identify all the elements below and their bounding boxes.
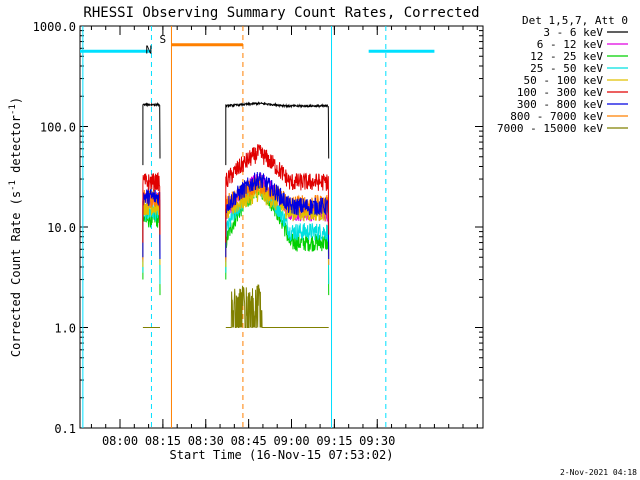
y-axis-label-superscript: -1 xyxy=(8,180,18,191)
legend-entry-label: 3 - 6 keV xyxy=(543,26,603,39)
x-tick-label: 09:30 xyxy=(359,434,395,448)
saa-flag-label: S xyxy=(159,33,166,46)
chart-title: RHESSI Observing Summary Count Rates, Co… xyxy=(83,5,479,21)
series-line xyxy=(142,197,161,267)
legend-entry-label: 12 - 25 keV xyxy=(530,50,603,63)
legend-entry-label: 50 - 100 keV xyxy=(524,74,604,87)
x-tick-label: 09:15 xyxy=(316,434,352,448)
series-trace xyxy=(142,186,330,267)
series-line xyxy=(225,171,330,260)
series-line xyxy=(225,101,330,166)
y-axis-label: Corrected Count Rate (s-1 detector-1) xyxy=(8,97,23,357)
y-axis-label-part: Corrected Count Rate (s xyxy=(9,191,23,357)
series-line xyxy=(142,172,161,243)
series-trace xyxy=(142,171,330,260)
x-tick-label: 08:45 xyxy=(231,434,267,448)
legend-entry-label: 800 - 7000 keV xyxy=(510,110,603,123)
x-axis-label: Start Time (16-Nov-15 07:53:02) xyxy=(170,448,394,462)
y-axis-label-part: detector xyxy=(9,115,23,180)
y-tick-label: 0.1 xyxy=(54,422,76,436)
series-trace xyxy=(142,284,329,328)
x-tick-label: 08:30 xyxy=(188,434,224,448)
y-tick-label: 10.0 xyxy=(47,221,76,235)
y-axis-label-part: ) xyxy=(9,97,23,104)
footer-timestamp: 2-Nov-2021 04:18 xyxy=(560,468,637,477)
series-trace xyxy=(142,101,330,166)
legend-entry-label: 300 - 800 keV xyxy=(517,98,603,111)
y-tick-label: 1.0 xyxy=(54,322,76,336)
series-line xyxy=(225,284,329,328)
x-tick-label: 08:00 xyxy=(102,434,138,448)
legend-entry-label: 25 - 50 keV xyxy=(530,62,603,75)
legend-entry-label: 100 - 300 keV xyxy=(517,86,603,99)
series-trace xyxy=(142,144,330,243)
legend-entry-label: 6 - 12 keV xyxy=(537,38,604,51)
x-tick-label: 08:15 xyxy=(145,434,181,448)
series-line xyxy=(225,186,330,267)
legend-title: Det 1,5,7, Att 0 xyxy=(522,14,628,27)
y-tick-label: 1000.0 xyxy=(33,20,76,34)
legend-entry-label: 7000 - 15000 keV xyxy=(497,122,603,135)
y-axis-label-superscript: -1 xyxy=(8,104,18,115)
series-line xyxy=(142,188,161,260)
series-line xyxy=(225,144,330,243)
y-tick-label: 100.0 xyxy=(40,121,76,135)
series-line xyxy=(142,101,161,166)
x-tick-label: 09:00 xyxy=(273,434,309,448)
night-flag-label: N xyxy=(145,43,152,56)
